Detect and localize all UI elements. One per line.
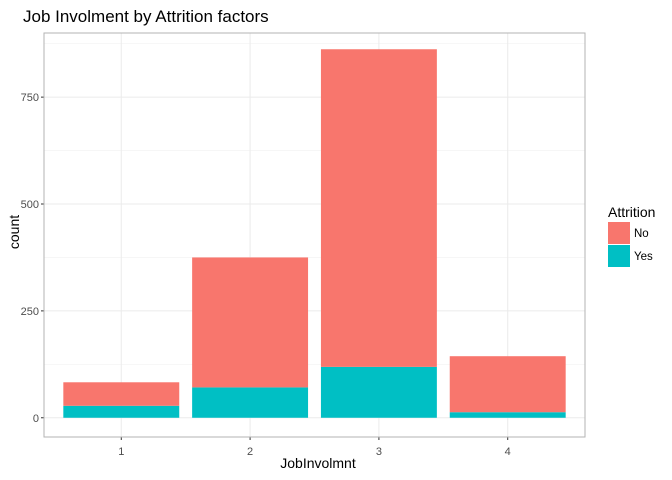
- legend: Attrition No Yes: [608, 204, 655, 267]
- bar-yes-1: [63, 405, 180, 418]
- panel-border: [43, 32, 586, 438]
- bar-no-1: [63, 382, 180, 406]
- y-tick-label: 250: [21, 306, 39, 318]
- x-tick-label: 4: [505, 446, 511, 458]
- bar-no-4: [449, 356, 566, 413]
- bar-yes-2: [192, 387, 309, 418]
- x-tick-label: 3: [376, 446, 382, 458]
- y-axis-title: count: [6, 215, 22, 249]
- bar-no-3: [320, 49, 437, 367]
- x-axis-title: JobInvolmnt: [280, 455, 356, 471]
- y-tick-label: 0: [33, 413, 39, 425]
- bar-yes-3: [320, 366, 437, 418]
- chart-title: Job Involment by Attrition factors: [23, 7, 269, 26]
- legend-label-no: No: [634, 228, 649, 240]
- x-tick-label: 2: [247, 446, 253, 458]
- y-tick-label: 500: [21, 199, 39, 211]
- legend-label-yes: Yes: [634, 251, 653, 263]
- y-axis-ticks: 0 250 500 750: [21, 92, 44, 425]
- bar-no-2: [192, 257, 309, 388]
- legend-key-no: [608, 222, 630, 244]
- bar-yes-4: [449, 412, 566, 418]
- bars: [63, 49, 566, 418]
- x-tick-label: 1: [118, 446, 124, 458]
- plot-panel: [44, 33, 585, 437]
- legend-title: Attrition: [608, 204, 655, 220]
- legend-key-yes: [608, 245, 630, 267]
- y-tick-label: 750: [21, 92, 39, 104]
